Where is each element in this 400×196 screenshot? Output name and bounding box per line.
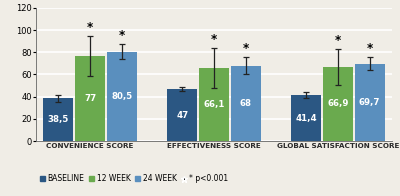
Text: 66,1: 66,1: [203, 100, 225, 109]
Text: 66,9: 66,9: [327, 99, 349, 108]
Legend: BASELINE, 12 WEEK, 24 WEEK, * p<0.001: BASELINE, 12 WEEK, 24 WEEK, * p<0.001: [40, 174, 228, 183]
Text: 38,5: 38,5: [48, 115, 69, 124]
Bar: [291, 95, 321, 141]
Bar: [167, 89, 197, 141]
Bar: [199, 68, 229, 141]
Text: 41,4: 41,4: [296, 114, 317, 123]
Text: *: *: [211, 33, 217, 46]
Text: *: *: [335, 34, 341, 47]
Text: *: *: [118, 29, 125, 42]
Text: 68: 68: [240, 99, 252, 108]
Bar: [107, 52, 137, 141]
Text: 47: 47: [176, 111, 188, 120]
Text: *: *: [242, 42, 249, 55]
Text: *: *: [366, 42, 373, 55]
Text: *: *: [87, 21, 93, 34]
Bar: [75, 56, 105, 141]
Text: 80,5: 80,5: [111, 92, 132, 101]
Bar: [323, 67, 353, 141]
Bar: [231, 66, 261, 141]
Bar: [43, 98, 74, 141]
Text: 77: 77: [84, 94, 96, 103]
Bar: [354, 64, 385, 141]
Text: 69,7: 69,7: [359, 98, 380, 107]
